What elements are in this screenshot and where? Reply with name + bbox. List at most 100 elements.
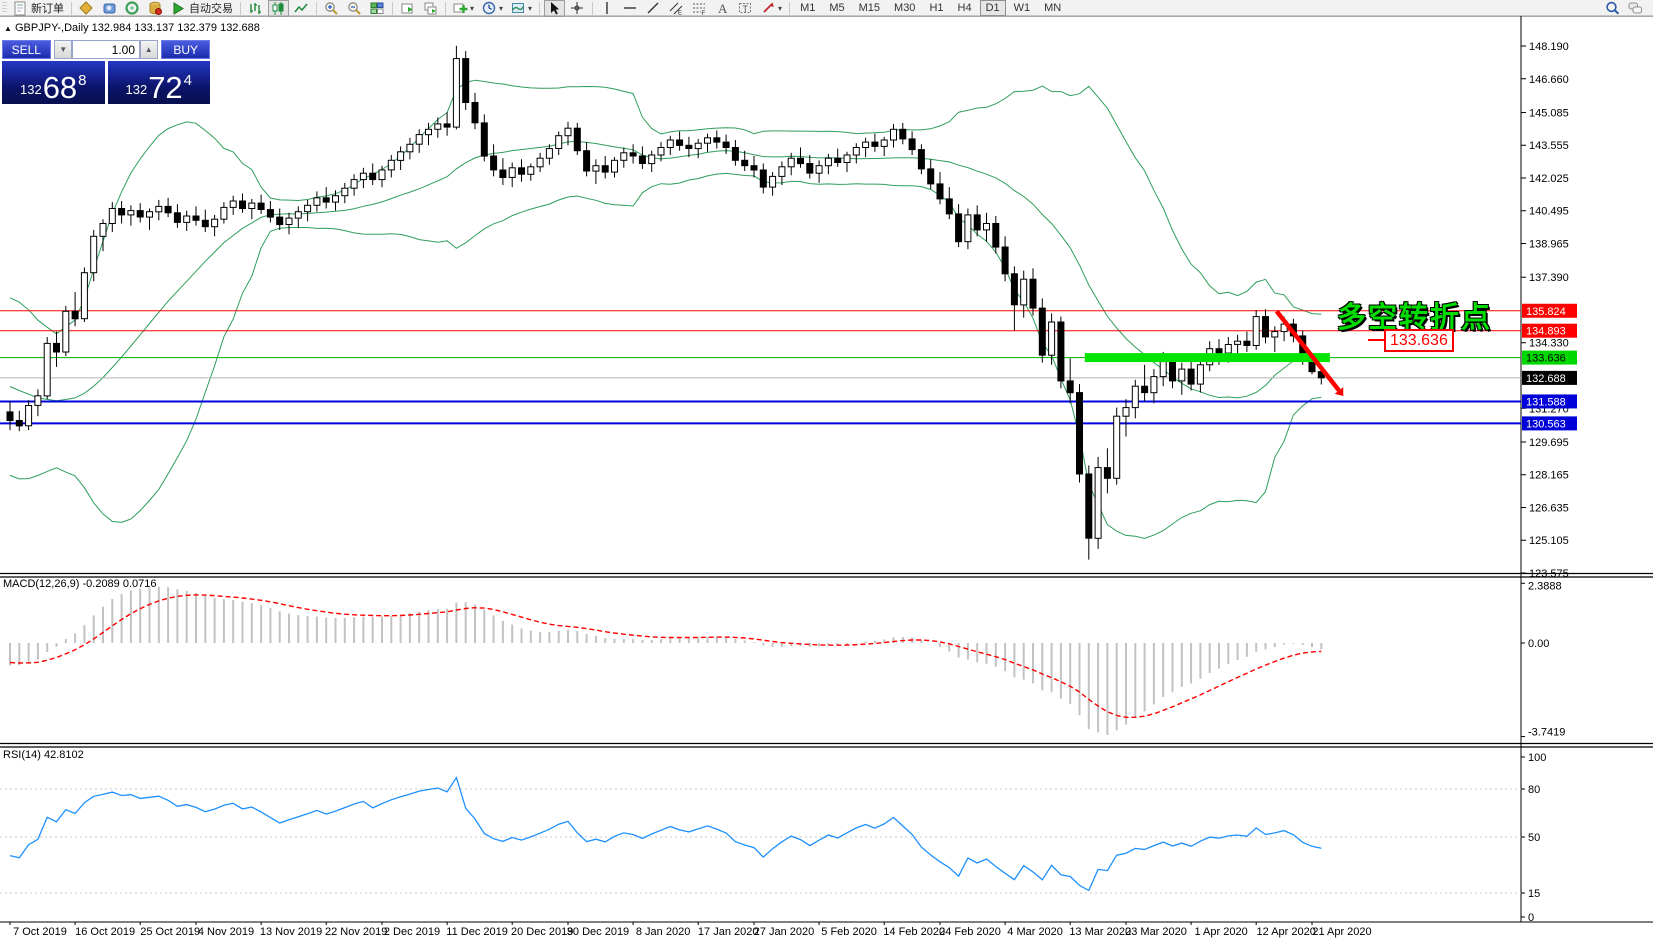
date-axis[interactable] — [0, 922, 1521, 941]
data-window-icon[interactable] — [122, 0, 143, 17]
line-chart-icon — [294, 3, 308, 12]
zoom-in-icon[interactable] — [321, 0, 342, 17]
timeframe-m1[interactable]: M1 — [800, 2, 816, 14]
rsi-label: RSI(14) 42.8102 — [3, 749, 84, 761]
crosshair-icon — [571, 1, 584, 14]
toolbar-grip — [2, 2, 7, 14]
toolbar-separator — [316, 1, 317, 15]
autotrade-icon — [173, 1, 184, 15]
buy-price[interactable]: 132 72 4 — [107, 61, 210, 105]
vertical-line-icon — [606, 1, 608, 14]
arrange-charts-icon[interactable] — [397, 0, 418, 17]
candlestick-chart-icon[interactable] — [268, 0, 289, 17]
dropdown-caret-icon[interactable]: ▾ — [528, 3, 533, 13]
price-axis[interactable] — [1521, 16, 1653, 922]
new-order-icon — [14, 1, 26, 15]
text-label-icon[interactable]: T — [735, 0, 756, 17]
symbol-title: GBPJPY-,Daily 132.984 133.137 132.379 13… — [15, 22, 260, 34]
cursor-icon[interactable] — [544, 0, 566, 17]
svg-text:F: F — [702, 11, 706, 16]
rsi-name: RSI(14) — [3, 749, 41, 761]
bar-chart-icon[interactable] — [245, 0, 266, 17]
dropdown-caret-icon[interactable]: ▾ — [778, 3, 783, 13]
template-icon — [512, 2, 525, 13]
horizontal-line-icon[interactable] — [620, 0, 641, 17]
volume-decrease-button[interactable]: ▼ — [54, 40, 72, 59]
chart-profile-icon — [79, 0, 93, 15]
period-clock-icon[interactable]: ▾ — [479, 0, 506, 17]
cursor-icon — [551, 1, 560, 14]
macd-main-value: -0.2089 — [82, 578, 120, 590]
sell-price-figure: 132 — [19, 82, 42, 97]
vertical-line-icon[interactable] — [597, 0, 618, 17]
new-order-button-label: 新订单 — [31, 3, 64, 15]
cascade-charts-icon[interactable] — [420, 0, 441, 17]
macd-pane[interactable] — [0, 577, 1521, 745]
main-chart-pane[interactable] — [0, 16, 1521, 575]
sell-price[interactable]: 132 68 8 — [2, 61, 105, 104]
chinese-annotation: 多空转折点 — [1337, 302, 1493, 334]
equidistant-channel-icon[interactable]: E — [666, 0, 687, 17]
symbol-search-icon[interactable] — [1602, 0, 1623, 17]
arrange-charts-icon — [401, 3, 413, 13]
text-tool-icon[interactable]: A — [712, 0, 733, 17]
text-tool-icon: A — [718, 1, 728, 16]
new-chart-icon — [453, 3, 468, 13]
toolbar-right — [1601, 0, 1647, 17]
period-clock-icon — [482, 1, 496, 14]
toolbar-separator — [789, 1, 791, 15]
buy-button[interactable]: BUY — [161, 40, 210, 59]
tile-windows-icon[interactable] — [367, 0, 388, 17]
text-label-icon: T — [739, 2, 752, 14]
bar-chart-icon — [250, 2, 261, 14]
panel-collapse-icon[interactable]: ▲ — [4, 24, 12, 33]
autotrading-button[interactable]: 自动交易 — [168, 0, 236, 17]
buy-price-pips: 72 — [148, 69, 183, 105]
buy-price-point: 4 — [183, 72, 193, 89]
toolbar-separator — [240, 1, 241, 15]
zoom-out-icon[interactable] — [344, 0, 365, 17]
rsi-pane[interactable] — [0, 747, 1521, 922]
fibonacci-icon[interactable]: F — [689, 0, 710, 17]
price-tag-label[interactable]: 133.636 — [1384, 329, 1454, 352]
timeframe-h4[interactable]: H4 — [957, 2, 972, 14]
horizontal-line-icon — [624, 6, 637, 9]
chat-icon[interactable] — [1625, 0, 1646, 17]
sell-button[interactable]: SELL — [2, 40, 51, 59]
cascade-charts-icon — [424, 2, 437, 14]
volume-increase-button[interactable]: ▲ — [140, 40, 158, 59]
volume-input[interactable] — [72, 40, 140, 59]
timeframe-mn[interactable]: MN — [1044, 2, 1062, 14]
dropdown-caret-icon[interactable]: ▾ — [470, 3, 475, 13]
crosshair-icon[interactable] — [567, 0, 588, 17]
timeframe-h1[interactable]: H1 — [929, 2, 944, 14]
arrows-tool-icon — [763, 2, 774, 13]
timeframe-m5[interactable]: M5 — [829, 2, 845, 14]
toolbar-separator — [539, 1, 541, 15]
new-chart-icon[interactable]: ▾ — [450, 0, 477, 17]
template-icon[interactable]: ▾ — [508, 0, 535, 17]
buy-price-figure: 132 — [125, 82, 148, 97]
history-center-icon[interactable] — [145, 0, 166, 17]
sell-price-point: 8 — [78, 72, 87, 89]
arrows-tool-icon[interactable]: ▾ — [758, 0, 785, 17]
new-order-button[interactable]: 新订单 — [10, 0, 67, 17]
chart-profile-icon[interactable] — [76, 0, 97, 17]
candlestick-chart-icon — [272, 1, 284, 15]
trendline-icon — [647, 2, 659, 13]
timeframe-m15[interactable]: M15 — [858, 2, 881, 14]
rsi-value: 42.8102 — [43, 749, 84, 761]
timeframe-m30[interactable]: M30 — [894, 2, 916, 14]
profiles-icon — [103, 3, 116, 13]
symbol-search-icon — [1606, 1, 1620, 15]
profiles-icon[interactable] — [99, 0, 120, 17]
timeframe-w1[interactable]: W1 — [1013, 2, 1031, 14]
timeframe-d1[interactable]: D1 — [979, 0, 1006, 16]
sell-price-pips: 68 — [42, 69, 78, 105]
trendline-icon[interactable] — [643, 0, 664, 17]
dropdown-caret-icon[interactable]: ▾ — [499, 3, 504, 13]
line-chart-icon[interactable] — [291, 0, 312, 17]
autotrading-button-label: 自动交易 — [189, 3, 233, 15]
equidistant-channel-icon: E — [669, 2, 683, 16]
